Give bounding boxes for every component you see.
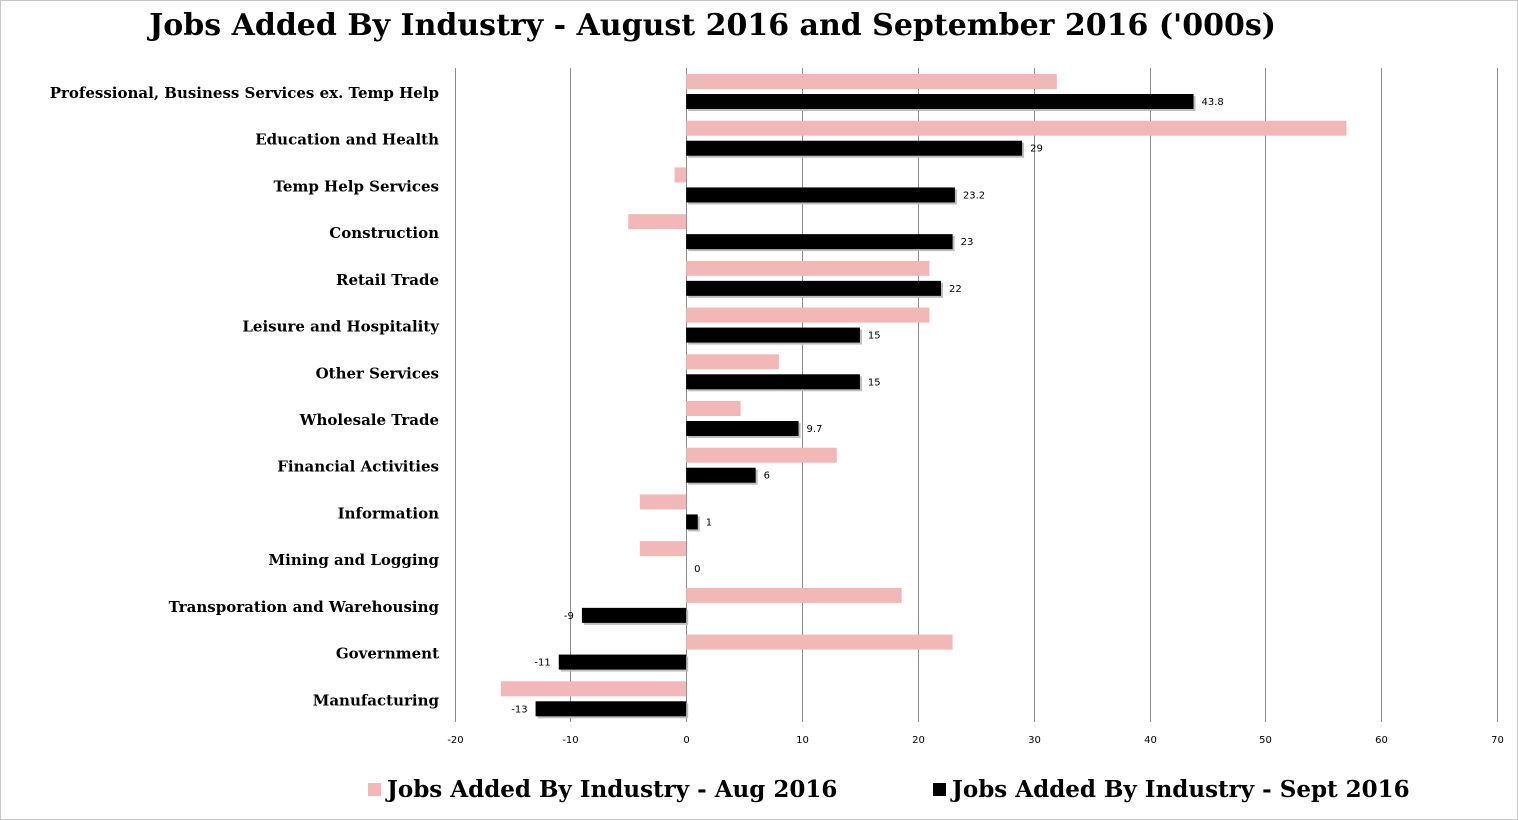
bar-sept — [686, 374, 860, 390]
category-label: Temp Help Services — [273, 177, 439, 195]
data-label: -13 — [511, 704, 527, 715]
bar-aug — [686, 634, 953, 650]
bar-aug — [686, 74, 1057, 89]
bar-sept — [686, 187, 955, 203]
bar-sept — [535, 701, 687, 717]
bar-aug — [674, 167, 687, 183]
data-label: 22 — [949, 284, 962, 295]
data-label: 6 — [764, 471, 770, 482]
x-tick-label: 40 — [1144, 735, 1157, 746]
data-label: 23.2 — [963, 190, 985, 201]
bar-sept — [686, 421, 799, 436]
chart-title: Jobs Added By Industry - August 2016 and… — [149, 8, 1276, 43]
bar-sept — [686, 94, 1194, 109]
x-tick-label: 70 — [1491, 735, 1504, 746]
x-tick-label: 10 — [796, 735, 809, 746]
legend-item-aug: Jobs Added By Industry - Aug 2016 — [368, 776, 837, 803]
bar-sept — [581, 607, 687, 623]
category-label: Financial Activities — [277, 458, 439, 476]
x-tick-label: -10 — [562, 735, 578, 746]
category-label: Construction — [329, 224, 439, 242]
data-label: 43.8 — [1202, 97, 1224, 108]
category-label: Other Services — [316, 364, 439, 382]
category-label: Transporation and Warehousing — [169, 598, 440, 616]
category-label: Retail Trade — [336, 271, 439, 289]
data-label: -9 — [564, 611, 574, 622]
data-label: -11 — [534, 658, 550, 669]
data-label: 15 — [868, 377, 881, 388]
bar-aug — [686, 587, 902, 603]
category-label: Information — [338, 504, 440, 522]
bar-sept — [686, 280, 941, 296]
data-label: 9.7 — [807, 424, 823, 435]
x-tick-label: -20 — [447, 735, 463, 746]
data-label: 29 — [1030, 144, 1043, 155]
data-label: 23 — [961, 237, 974, 248]
bar-sept — [686, 327, 860, 343]
bar-aug — [686, 354, 779, 370]
data-label: 15 — [868, 331, 881, 342]
bar-aug — [639, 494, 687, 510]
legend-swatch-aug — [368, 783, 381, 796]
x-tick-label: 60 — [1375, 735, 1388, 746]
category-label: Mining and Logging — [269, 551, 440, 569]
legend-swatch-sept — [933, 783, 946, 796]
bar-sept — [686, 140, 1023, 156]
bar-sept — [686, 234, 953, 250]
category-label: Government — [336, 645, 439, 663]
bar-aug — [686, 120, 1347, 136]
bar-aug — [686, 307, 930, 323]
x-tick-label: 30 — [1028, 735, 1041, 746]
legend-label-sept: Jobs Added By Industry - Sept 2016 — [952, 776, 1410, 803]
category-label: Professional, Business Services ex. Temp… — [50, 84, 439, 102]
bar-sept — [686, 467, 756, 483]
bar-aug — [639, 541, 687, 557]
bar-sept — [558, 654, 687, 670]
x-tick-label: 20 — [912, 735, 925, 746]
category-label: Education and Health — [255, 131, 439, 149]
legend-label-aug: Jobs Added By Industry - Aug 2016 — [387, 776, 838, 803]
data-label: 1 — [706, 517, 712, 528]
x-tick-label: 0 — [683, 735, 689, 746]
category-label: Manufacturing — [313, 691, 440, 709]
data-label: 0 — [694, 564, 700, 575]
bar-aug — [686, 401, 741, 416]
category-label: Wholesale Trade — [299, 411, 439, 429]
bar-aug — [686, 447, 837, 463]
x-tick-label: 50 — [1259, 735, 1272, 746]
bar-sept — [686, 514, 698, 530]
bar-aug — [500, 681, 687, 697]
bar-aug — [628, 214, 687, 230]
category-label: Leisure and Hospitality — [242, 318, 440, 336]
legend-item-sept: Jobs Added By Industry - Sept 2016 — [933, 776, 1410, 803]
bar-aug — [686, 260, 930, 276]
